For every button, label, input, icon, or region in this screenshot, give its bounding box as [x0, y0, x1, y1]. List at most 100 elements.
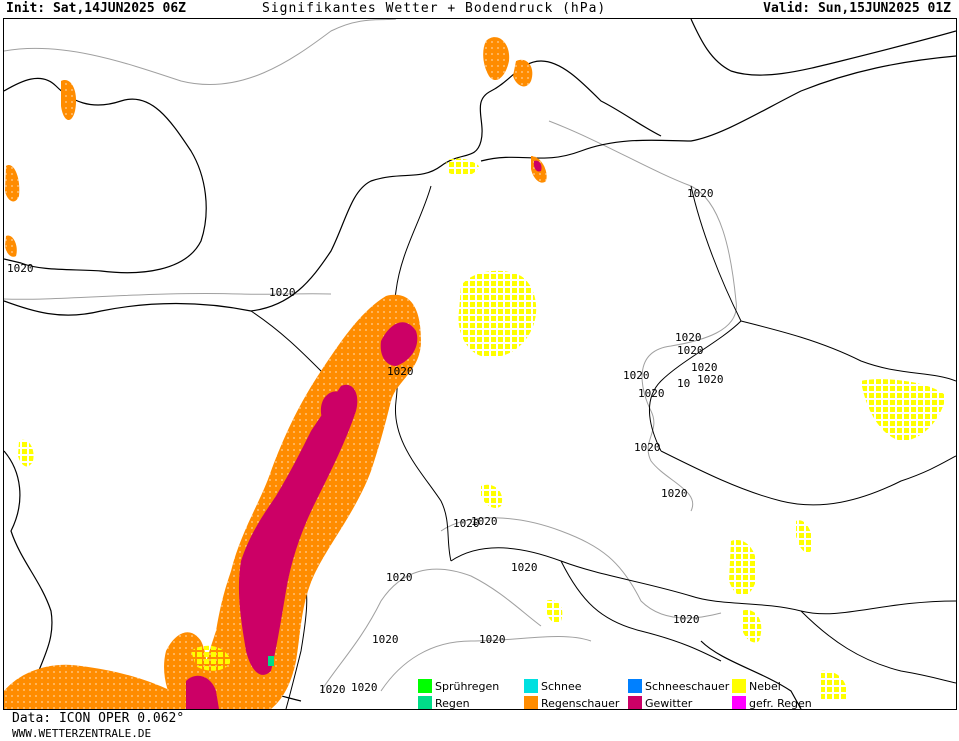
legend-label: Nebel: [749, 680, 781, 693]
isobar-label: 1020: [479, 633, 506, 646]
legend-swatch: [628, 679, 642, 693]
isobar-sw: [320, 568, 542, 692]
isobar-label: 1020: [7, 262, 34, 275]
weather-map: 1020 1020 1020 1020 1020 1020 1020 10 10…: [3, 18, 957, 710]
legend-rain: Regen: [418, 696, 470, 710]
fog-fields: [18, 158, 946, 701]
legend-showers: Regenschauer: [524, 696, 620, 710]
isobar-lines: [4, 19, 737, 692]
legend-swatch: [628, 696, 642, 709]
isobar-north: [4, 19, 397, 86]
legend-swatch: [732, 679, 746, 693]
isobar-label: 1020: [269, 286, 296, 299]
isobar-label: 1020: [634, 441, 661, 454]
baltic-coast: [480, 55, 956, 162]
isobar-label: 1020: [687, 187, 714, 200]
border-it-alps: [560, 560, 722, 662]
showers-uk-1: [61, 80, 77, 121]
legend-label: Schneeschauer: [645, 680, 730, 693]
isobar-label: 1020: [677, 344, 704, 357]
fog-sw: [191, 645, 231, 671]
border-ch: [450, 547, 956, 615]
legend-swatch: [732, 696, 746, 709]
fog-east-2: [729, 540, 757, 596]
isobar-east: [548, 120, 737, 512]
adriatic-coast: [700, 640, 802, 709]
scandinavia-coast: [690, 19, 956, 76]
legend-snow-showers: Schneeschauer: [628, 679, 729, 694]
isobar-label: 1020: [386, 571, 413, 584]
thunder-mid: [320, 391, 347, 427]
isobar-alps: [440, 517, 722, 619]
border-de-east: [648, 185, 742, 452]
isobar-south: [380, 636, 592, 692]
fog-far-se: [821, 670, 847, 701]
showers-sw-blob: [4, 664, 176, 709]
border-at: [660, 450, 956, 506]
legend-swatch: [524, 696, 538, 709]
rain-fields: [268, 656, 274, 666]
france-coast: [4, 450, 53, 692]
isobar-label: 1020: [372, 633, 399, 646]
site-credit: WWW.WETTERZENTRALE.DE: [12, 727, 152, 740]
isobar-label: 1020: [453, 517, 480, 530]
isobar-labels: 1020 1020 1020 1020 1020 1020 1020 10 10…: [7, 187, 724, 696]
legend-label: Gewitter: [645, 697, 693, 710]
isobar-label-extra: 1020: [351, 681, 378, 694]
showers-north: [483, 37, 510, 81]
legend-label: Regen: [435, 697, 470, 710]
showers-uk-3: [5, 235, 17, 257]
fog-fr: [18, 439, 34, 467]
thunder-north: [533, 160, 542, 172]
fog-central: [458, 270, 537, 358]
isobar-label: 1020: [675, 331, 702, 344]
thunderstorm-fields: [186, 160, 542, 709]
init-time: Init: Sat,14JUN2025 06Z: [6, 1, 187, 16]
isobar-label: 1020: [661, 487, 688, 500]
isobar-label: 1020: [697, 373, 724, 386]
fog-east-1: [861, 379, 946, 441]
legend-label: Regenschauer: [541, 697, 620, 710]
thunder-core-north: [380, 322, 418, 366]
showers-north-2: [513, 59, 533, 87]
legend-drizzle: Sprühregen: [418, 679, 499, 694]
border-de-west: [394, 185, 452, 562]
legend-label: Schnee: [541, 680, 582, 693]
thunder-sw: [186, 675, 219, 709]
isobar-label: 1020: [319, 683, 346, 696]
coastlines: [4, 19, 956, 709]
legend-swatch: [524, 679, 538, 693]
fog-alps-1: [481, 484, 503, 508]
legend-swatch: [418, 679, 432, 693]
fog-baltic: [446, 158, 479, 177]
fog-se: [741, 610, 762, 643]
isobar-label: 1020: [691, 361, 718, 374]
thunder-core-south: [238, 384, 358, 675]
rain-spot: [268, 656, 274, 666]
border-hu: [800, 610, 956, 684]
isobar-label: 1020: [623, 369, 650, 382]
legend-thunderstorm: Gewitter: [628, 696, 693, 710]
border-cz: [740, 320, 956, 382]
legend-freezing-rain: gefr. Regen: [732, 696, 812, 710]
continent-coast: [4, 60, 662, 316]
legend-label: gefr. Regen: [749, 697, 812, 710]
map-canvas: 1020 1020 1020 1020 1020 1020 1020 10 10…: [4, 19, 956, 709]
isobar-label: 1020: [673, 613, 700, 626]
legend-fog: Nebel: [732, 679, 781, 694]
legend-label: Sprühregen: [435, 680, 500, 693]
britain-coast: [4, 77, 207, 274]
isobar-label: 1020: [471, 515, 498, 528]
fog-east-3: [796, 520, 813, 553]
data-source: Data: ICON OPER 0.062°: [12, 711, 185, 726]
legend-swatch: [418, 696, 432, 709]
showers-uk-2: [5, 165, 20, 202]
chart-title: Signifikantes Wetter + Bodendruck (hPa): [262, 1, 607, 16]
fog-alps-2: [546, 600, 563, 623]
isobar-label: 1020: [387, 365, 414, 378]
valid-time: Valid: Sun,15JUN2025 01Z: [763, 1, 951, 16]
isobar-label: 1020: [511, 561, 538, 574]
isobar-label: 1020: [638, 387, 665, 400]
legend-snow: Schnee: [524, 679, 582, 694]
isobar-label: 10: [677, 377, 690, 390]
